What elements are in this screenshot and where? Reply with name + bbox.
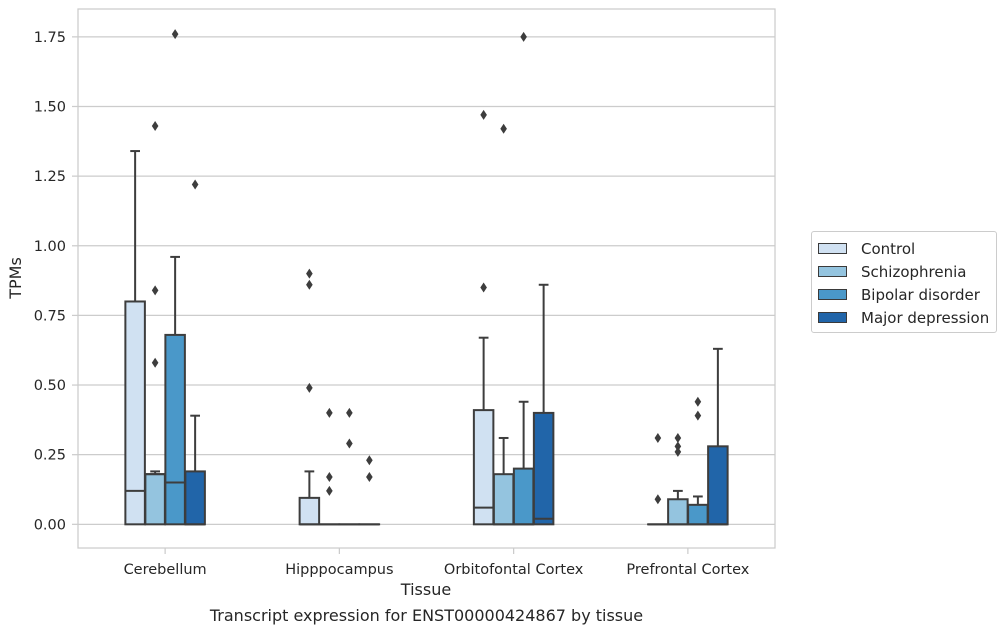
outlier-point	[480, 109, 487, 120]
x-tick-label: Prefrontal Cortex	[626, 562, 749, 578]
legend: Control Schizophrenia Bipolar disorder Majo…	[811, 231, 997, 333]
outlier-point	[694, 410, 702, 421]
outlier-point	[674, 441, 682, 452]
outlier-point	[346, 407, 353, 418]
outlier-point	[520, 31, 527, 42]
outlier-point	[306, 279, 313, 290]
outlier-point	[151, 285, 159, 296]
legend-label: Control	[861, 239, 916, 258]
legend-swatch	[818, 243, 847, 254]
y-tick-label: 0.75	[34, 308, 66, 324]
outliers	[151, 29, 702, 505]
y-tick-label: 0.25	[34, 448, 66, 464]
legend-label: Schizophrenia	[861, 262, 967, 281]
outlier-point	[346, 438, 353, 449]
box-body	[144, 473, 166, 526]
figure-caption: Transcript expression for ENST0000042486…	[209, 606, 644, 625]
outlier-point	[654, 494, 662, 505]
y-tick-label: 1.50	[34, 99, 66, 115]
legend-item: Control	[812, 237, 996, 260]
y-axis: 0.00 0.25 0.50 0.75 1.00 1.25 1.50 1.75	[34, 30, 78, 533]
legend-label: Major depression	[861, 308, 990, 327]
outlier-point	[151, 357, 159, 368]
box-schizophrenia	[492, 436, 515, 526]
outlier-point	[654, 432, 662, 443]
x-axis-label: Tissue	[400, 580, 451, 599]
outlier-point	[694, 396, 702, 407]
outlier-point	[480, 282, 487, 293]
box-body	[667, 498, 689, 526]
y-tick-label: 0.00	[34, 517, 66, 533]
box-body	[184, 470, 206, 526]
x-tick-label: Orbitofontal Cortex	[444, 562, 584, 578]
outlier-point	[326, 471, 333, 482]
box-bipolar-disorder	[687, 495, 709, 526]
box-major-depression	[184, 414, 206, 526]
x-axis: Cerebellum Hipppocampus Orbitofontal Corte…	[124, 548, 750, 578]
plot-area-frame	[77, 8, 776, 549]
outlier-point	[674, 432, 682, 443]
legend-swatch	[818, 289, 847, 300]
y-tick-label: 0.50	[34, 378, 66, 394]
box-schizophrenia	[144, 470, 166, 526]
y-tick-label: 1.25	[34, 169, 66, 185]
outlier-point	[306, 268, 313, 279]
outlier-point	[306, 382, 313, 393]
box-control	[472, 336, 495, 526]
x-tick-label: Cerebellum	[124, 562, 207, 578]
box-schizophrenia	[667, 489, 689, 526]
box-major-depression	[532, 283, 555, 526]
x-tick-label: Hipppocampus	[285, 562, 393, 578]
outlier-point	[326, 407, 333, 418]
boxes	[124, 150, 729, 526]
box-body	[707, 445, 729, 526]
legend-item: Bipolar disorder	[812, 283, 996, 306]
box-body	[298, 496, 321, 526]
outlier-point	[151, 120, 159, 131]
legend-label: Bipolar disorder	[861, 285, 980, 304]
box-body	[472, 409, 495, 526]
box-body	[532, 411, 555, 526]
outlier-point	[366, 455, 373, 466]
box-body	[687, 503, 709, 526]
y-axis-label: TPMs	[6, 257, 25, 300]
box-body	[164, 333, 186, 526]
legend-item: Major depression	[812, 306, 996, 329]
legend-item: Schizophrenia	[812, 260, 996, 283]
box-major-depression	[707, 347, 729, 526]
legend-swatch	[818, 266, 847, 277]
y-tick-label: 1.75	[34, 30, 66, 46]
outlier-point	[191, 179, 199, 190]
box-control	[124, 150, 146, 526]
outlier-point	[366, 471, 373, 482]
outlier-point	[171, 29, 179, 40]
outlier-point	[326, 485, 333, 496]
box-body	[492, 473, 515, 526]
box-body	[124, 300, 146, 526]
box-bipolar-disorder	[512, 400, 535, 526]
box-body	[512, 467, 535, 526]
legend-swatch	[818, 312, 847, 323]
box-control	[298, 470, 321, 526]
outlier-point	[674, 446, 682, 457]
y-tick-label: 1.00	[34, 239, 66, 255]
outlier-point	[500, 123, 507, 134]
box-bipolar-disorder	[164, 255, 186, 526]
